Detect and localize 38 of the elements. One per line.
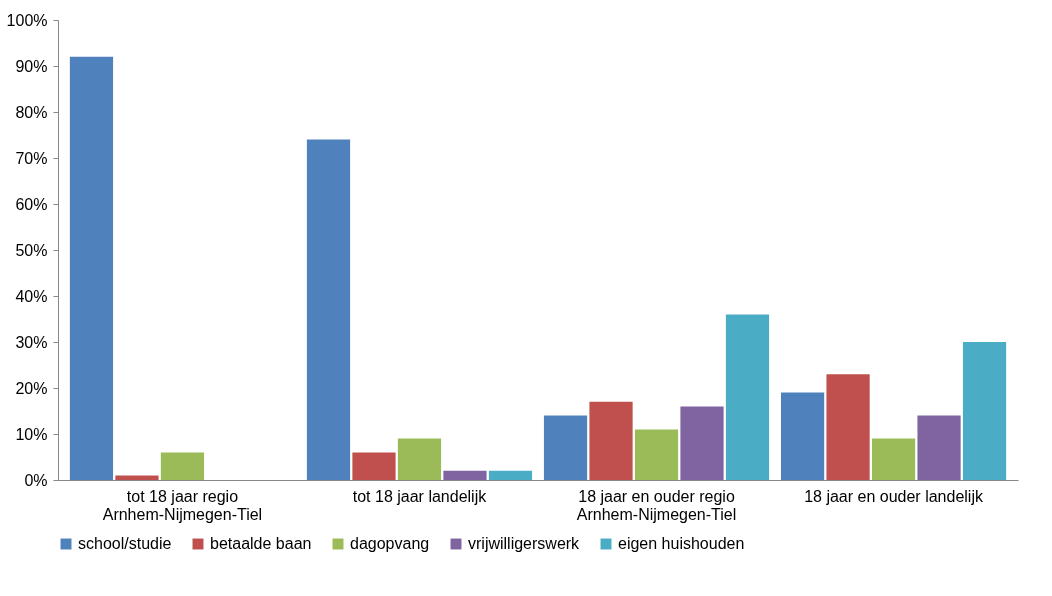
legend-label: dagopvang [350, 535, 430, 552]
y-tick-label: 70% [15, 149, 48, 167]
x-tick-label: tot 18 jaar landelijk [352, 487, 488, 505]
y-tick-label: 10% [15, 425, 48, 443]
y-tick-label: 0% [24, 471, 48, 489]
legend-label: vrijwilligerswerk [468, 535, 581, 552]
bar [352, 452, 396, 480]
bar [725, 314, 770, 480]
bar [306, 139, 351, 480]
bar [488, 470, 533, 480]
y-tick-label: 20% [15, 379, 48, 397]
x-tick-label: 18 jaar en ouder landelijk [804, 487, 984, 505]
bar [634, 429, 679, 480]
y-tick-label: 90% [15, 57, 48, 75]
bar [962, 342, 1007, 480]
y-tick-label: 50% [15, 241, 48, 259]
bar [443, 470, 487, 480]
bar [917, 415, 961, 480]
x-tick-label: 18 jaar en ouder regio Arnhem-Nijmegen-Tiel [576, 487, 737, 523]
legend-label: school/studie [78, 535, 172, 552]
bar [871, 438, 916, 480]
bar [69, 56, 114, 480]
bar [115, 475, 159, 480]
bar [589, 401, 633, 480]
bar [680, 406, 724, 480]
legend-label: eigen huishouden [618, 535, 745, 552]
bar [826, 374, 870, 480]
bar [160, 452, 205, 480]
y-tick-label: 40% [15, 287, 48, 305]
bar [397, 438, 442, 480]
y-tick-label: 60% [15, 195, 48, 213]
bar [780, 392, 825, 480]
bar [543, 415, 588, 480]
legend-label: betaalde baan [210, 535, 312, 552]
x-tick-label: tot 18 jaar regio Arnhem-Nijmegen-Tiel [102, 487, 263, 523]
y-tick-label: 100% [6, 11, 48, 29]
y-tick-label: 30% [15, 333, 48, 351]
y-tick-label: 80% [15, 103, 48, 121]
